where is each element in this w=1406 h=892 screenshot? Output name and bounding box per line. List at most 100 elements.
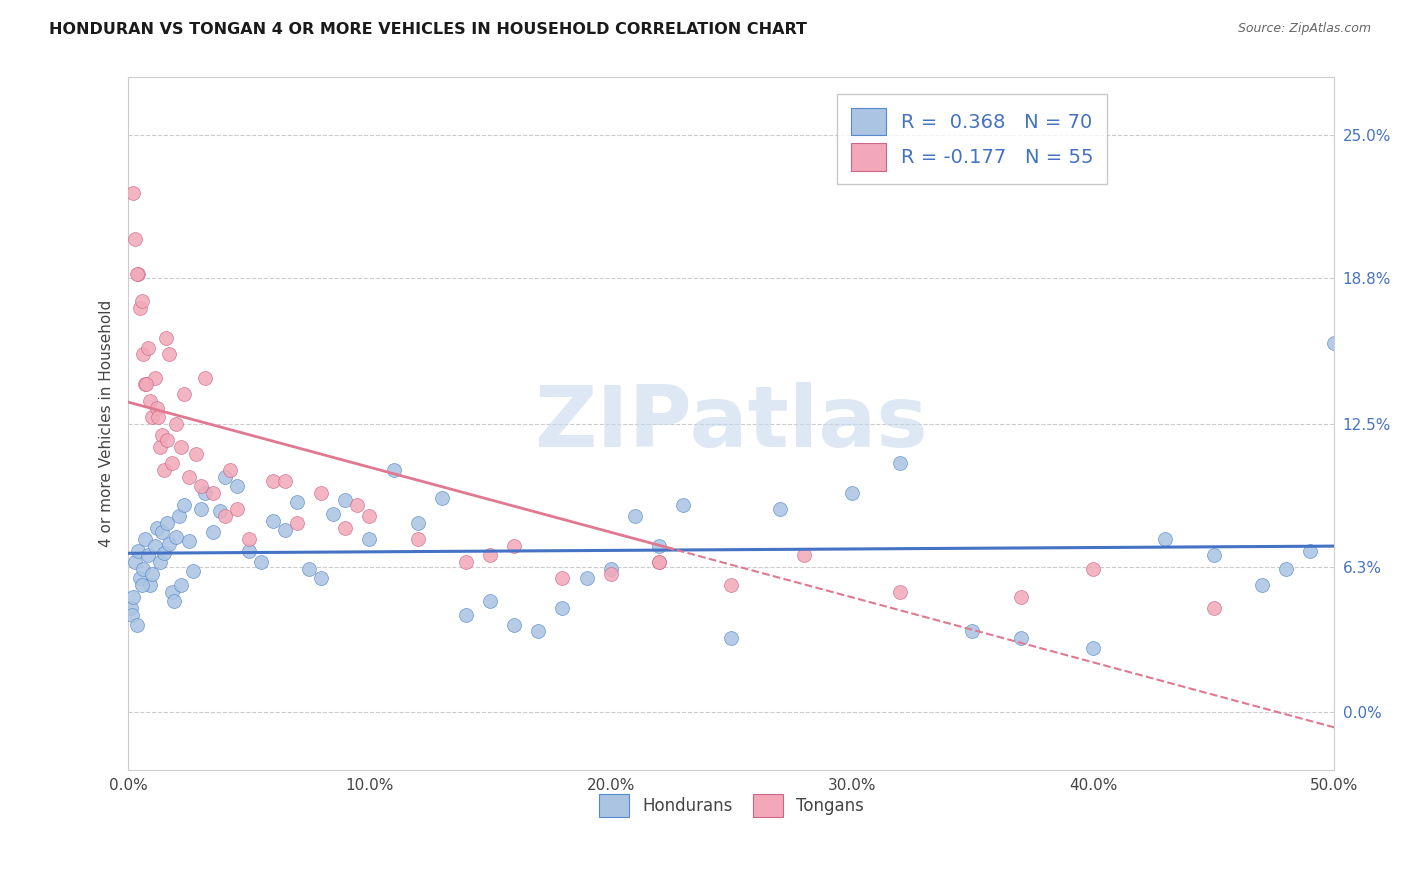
Point — [551, 601, 574, 615]
Point — [503, 539, 526, 553]
Point — [298, 562, 321, 576]
Point — [335, 492, 357, 507]
Point — [157, 537, 180, 551]
Point — [285, 516, 308, 530]
Point — [190, 502, 212, 516]
Point — [889, 456, 911, 470]
Point — [194, 486, 217, 500]
Point — [962, 624, 984, 639]
Point — [479, 594, 502, 608]
Point — [120, 601, 142, 615]
Point — [132, 347, 155, 361]
Point — [672, 498, 695, 512]
Point — [122, 186, 145, 200]
Point — [150, 428, 173, 442]
Point — [225, 502, 247, 516]
Point — [551, 571, 574, 585]
Point — [190, 479, 212, 493]
Point — [163, 594, 186, 608]
Point — [274, 523, 297, 537]
Point — [170, 578, 193, 592]
Point — [225, 479, 247, 493]
Text: Source: ZipAtlas.com: Source: ZipAtlas.com — [1237, 22, 1371, 36]
Point — [141, 409, 163, 424]
Point — [160, 585, 183, 599]
Point — [173, 386, 195, 401]
Point — [132, 562, 155, 576]
Point — [262, 475, 284, 489]
Point — [167, 509, 190, 524]
Point — [146, 520, 169, 534]
Point — [454, 608, 477, 623]
Point — [184, 447, 207, 461]
Point — [214, 470, 236, 484]
Point — [170, 440, 193, 454]
Point — [141, 566, 163, 581]
Point — [406, 516, 429, 530]
Point — [139, 393, 162, 408]
Text: ZIPatlas: ZIPatlas — [534, 382, 928, 466]
Text: HONDURAN VS TONGAN 4 OR MORE VEHICLES IN HOUSEHOLD CORRELATION CHART: HONDURAN VS TONGAN 4 OR MORE VEHICLES IN… — [49, 22, 807, 37]
Point — [309, 571, 332, 585]
Point — [1202, 601, 1225, 615]
Point — [201, 525, 224, 540]
Point — [136, 549, 159, 563]
Point — [153, 463, 176, 477]
Point — [623, 509, 645, 524]
Point — [156, 433, 179, 447]
Point — [527, 624, 550, 639]
Point — [346, 498, 368, 512]
Point — [129, 571, 152, 585]
Point — [146, 401, 169, 415]
Point — [194, 370, 217, 384]
Point — [136, 341, 159, 355]
Legend: Hondurans, Tongans: Hondurans, Tongans — [592, 787, 870, 824]
Point — [274, 475, 297, 489]
Point — [648, 555, 671, 569]
Point — [1299, 543, 1322, 558]
Point — [599, 566, 621, 581]
Point — [143, 370, 166, 384]
Point — [889, 585, 911, 599]
Point — [479, 549, 502, 563]
Point — [124, 555, 146, 569]
Point — [1010, 590, 1032, 604]
Point — [720, 632, 742, 646]
Point — [454, 555, 477, 569]
Point — [1081, 640, 1104, 655]
Point — [1010, 632, 1032, 646]
Point — [793, 549, 815, 563]
Point — [208, 504, 231, 518]
Point — [359, 509, 381, 524]
Point — [135, 377, 157, 392]
Point — [238, 543, 260, 558]
Point — [648, 555, 671, 569]
Point — [575, 571, 598, 585]
Point — [1275, 562, 1298, 576]
Point — [1081, 562, 1104, 576]
Point — [127, 267, 149, 281]
Point — [309, 486, 332, 500]
Point — [238, 532, 260, 546]
Point — [599, 562, 621, 576]
Point — [134, 532, 156, 546]
Point — [1154, 532, 1177, 546]
Point — [125, 617, 148, 632]
Point — [149, 440, 172, 454]
Point — [406, 532, 429, 546]
Point — [166, 417, 188, 431]
Point — [148, 409, 170, 424]
Point — [173, 498, 195, 512]
Point — [841, 486, 863, 500]
Point — [139, 578, 162, 592]
Point — [177, 470, 200, 484]
Point — [153, 546, 176, 560]
Point — [127, 543, 149, 558]
Point — [121, 608, 143, 623]
Point — [143, 539, 166, 553]
Point — [183, 565, 205, 579]
Point — [134, 377, 156, 392]
Point — [125, 267, 148, 281]
Point — [1251, 578, 1274, 592]
Point — [503, 617, 526, 632]
